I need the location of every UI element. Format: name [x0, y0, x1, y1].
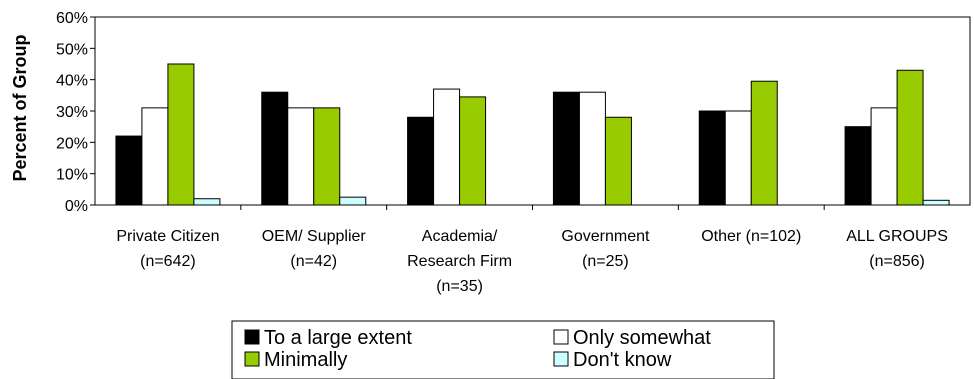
bar-to-a-large-extent	[407, 116, 435, 206]
bar-only-somewhat	[287, 107, 315, 206]
bar-minimally	[604, 116, 632, 206]
x-tick-label: Private Citizen	[116, 228, 219, 245]
bar-don-t-know	[193, 198, 221, 206]
bar-only-somewhat	[578, 91, 606, 206]
y-tick-label: 30%	[56, 104, 88, 121]
plot-frame	[94, 16, 971, 206]
plot-area: 0% 10% 20% 30% 40% 50% 60% Private Citizen (n=64…	[56, 10, 971, 295]
bar-only-somewhat	[141, 107, 169, 206]
y-axis-label: Percent of Group	[10, 34, 30, 181]
x-tick-label: ALL GROUPS	[846, 228, 948, 245]
x-tick-label: (n=42)	[290, 253, 337, 270]
bar-minimally	[313, 107, 341, 206]
y-tick-label: 10%	[56, 167, 88, 184]
y-tick-label: 0%	[65, 198, 88, 215]
x-tick-label: Research Firm	[407, 253, 512, 270]
legend-label: Only somewhat	[573, 327, 711, 349]
bar-don-t-know	[922, 199, 950, 206]
bar-minimally	[167, 63, 195, 206]
x-tick-label: (n=25)	[582, 253, 629, 270]
bar-to-a-large-extent	[844, 126, 872, 206]
bar-minimally	[459, 96, 487, 206]
legend-swatch	[553, 329, 569, 345]
x-tick-label: OEM/ Supplier	[262, 228, 367, 245]
legend-label: Don't know	[573, 349, 672, 371]
y-tick-label: 40%	[56, 73, 88, 90]
legend-swatch	[244, 351, 260, 367]
x-tick-label: (n=35)	[436, 278, 483, 295]
bar-minimally	[896, 69, 924, 206]
x-tick-label: (n=642)	[140, 253, 196, 270]
y-tick-label: 20%	[56, 135, 88, 152]
legend-box	[231, 320, 775, 379]
bar-only-somewhat	[433, 88, 461, 206]
x-tick-label: Academia/	[422, 228, 498, 245]
bar-don-t-know	[339, 196, 367, 206]
x-tick-label: (n=856)	[869, 253, 925, 270]
bar-to-a-large-extent	[552, 91, 580, 206]
bar-to-a-large-extent	[261, 91, 289, 206]
bar-minimally	[750, 80, 778, 206]
legend-swatch	[553, 351, 569, 367]
y-tick-label: 60%	[56, 10, 88, 27]
legend-label: To a large extent	[264, 327, 412, 349]
legend-swatch	[244, 329, 260, 345]
bar-only-somewhat	[724, 110, 752, 206]
y-tick-label: 50%	[56, 41, 88, 58]
legend-label: Minimally	[264, 349, 347, 371]
bar-to-a-large-extent	[115, 135, 143, 206]
x-tick-label: Other (n=102)	[701, 228, 801, 245]
bar-to-a-large-extent	[698, 110, 726, 206]
x-tick-label: Government	[561, 228, 650, 245]
bar-only-somewhat	[870, 107, 898, 206]
legend: To a large extent Only somewhat Minimally D…	[231, 320, 775, 379]
